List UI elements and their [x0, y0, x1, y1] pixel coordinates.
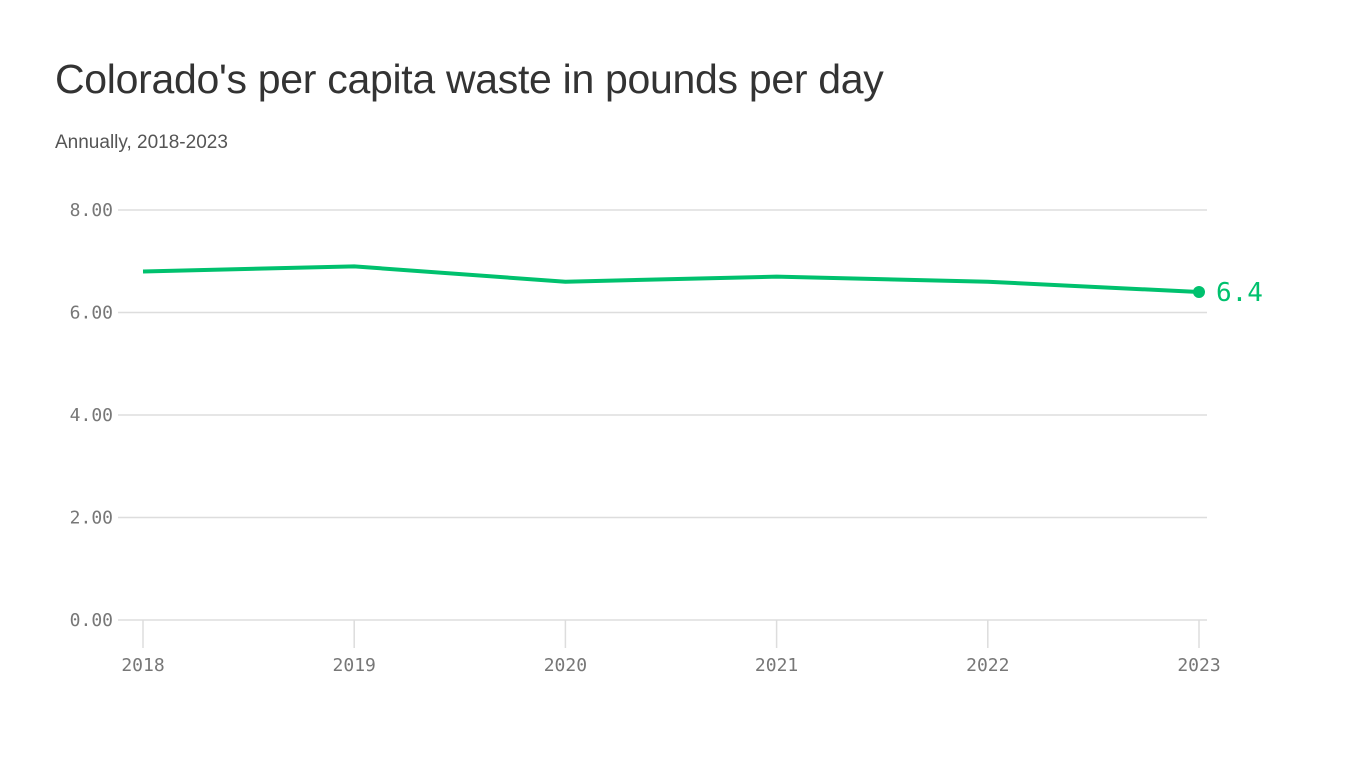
x-tick-label: 2020: [544, 655, 587, 676]
end-value-label: 6.4: [1216, 278, 1263, 308]
x-tick-label: 2022: [966, 655, 1009, 676]
chart-title: Colorado's per capita waste in pounds pe…: [55, 56, 884, 102]
y-tick-label: 8.00: [70, 200, 113, 221]
y-tick-label: 6.00: [70, 303, 113, 324]
series-line: [142, 264, 1200, 294]
y-tick-label: 0.00: [70, 610, 113, 631]
end-point-marker: [1193, 286, 1205, 298]
y-tick-label: 2.00: [70, 508, 113, 529]
chart-subtitle: Annually, 2018-2023: [55, 132, 228, 153]
y-tick-label: 4.00: [70, 405, 113, 426]
x-tick-label: 2023: [1177, 655, 1220, 676]
x-tick-label: 2021: [755, 655, 798, 676]
x-tick-label: 2018: [121, 655, 164, 676]
x-tick-label: 2019: [333, 655, 376, 676]
